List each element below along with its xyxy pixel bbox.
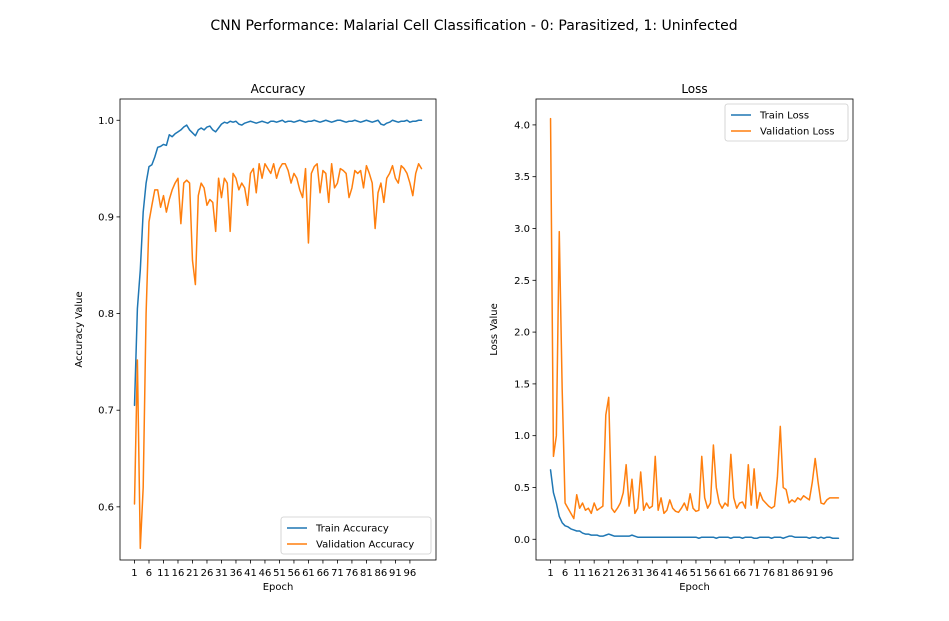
loss-legend-label-validation: Validation Loss (760, 127, 835, 138)
loss-x-tick-label: 31 (631, 568, 644, 579)
accuracy-x-tick-label: 56 (288, 568, 301, 579)
accuracy-x-tick-label: 76 (346, 568, 359, 579)
loss-x-tick-label: 96 (820, 568, 833, 579)
loss-legend-box (724, 103, 849, 142)
accuracy-x-axis-label: Epoch (263, 582, 294, 593)
loss-legend: Train Loss Validation Loss (724, 103, 849, 142)
accuracy-plot-frame (119, 98, 437, 561)
accuracy-x-tick-label: 91 (389, 568, 402, 579)
loss-y-tick-label: 0.0 (514, 535, 530, 546)
accuracy-y-tick-label: 0.7 (98, 406, 114, 417)
accuracy-series-line-train (133, 119, 423, 407)
accuracy-x-tick-label: 81 (360, 568, 373, 579)
loss-y-tick-label: 3.0 (514, 224, 530, 235)
accuracy-y-tick-label: 0.9 (98, 212, 114, 223)
loss-x-tick-label: 51 (690, 568, 703, 579)
accuracy-y-axis-label: Accuracy Value (74, 291, 85, 367)
loss-x-tick-label: 6 (562, 568, 568, 579)
accuracy-x-tick-label: 21 (186, 568, 199, 579)
loss-x-tick-label: 46 (675, 568, 688, 579)
loss-series-line-validation (549, 117, 840, 520)
loss-y-tick-label: 1.0 (514, 431, 530, 442)
accuracy-x-tick-label: 46 (259, 568, 272, 579)
accuracy-x-tick-label: 31 (215, 568, 228, 579)
accuracy-y-tick-label: 0.6 (98, 502, 114, 513)
loss-x-tick-label: 81 (777, 568, 790, 579)
loss-x-tick-label: 66 (733, 568, 746, 579)
accuracy-x-tick-label: 86 (375, 568, 388, 579)
loss-y-tick-label: 1.5 (514, 379, 530, 390)
loss-x-tick-label: 11 (573, 568, 586, 579)
accuracy-chart-title: Accuracy (251, 82, 306, 96)
loss-x-tick-label: 76 (762, 568, 775, 579)
loss-y-tick-label: 2.0 (514, 328, 530, 339)
accuracy-x-tick-label: 36 (230, 568, 243, 579)
accuracy-y-tick-label: 0.8 (98, 309, 114, 320)
accuracy-x-tick-label: 6 (146, 568, 152, 579)
accuracy-x-tick-label: 41 (244, 568, 257, 579)
loss-x-tick-label: 91 (806, 568, 819, 579)
accuracy-legend-label-validation: Validation Accuracy (316, 540, 414, 551)
accuracy-x-tick-label: 11 (157, 568, 170, 579)
accuracy-x-tick-label: 51 (273, 568, 286, 579)
loss-y-tick-label: 0.5 (514, 483, 530, 494)
loss-y-tick-label: 2.5 (514, 276, 530, 287)
accuracy-x-tick-label: 66 (317, 568, 330, 579)
accuracy-legend-label-train: Train Accuracy (315, 524, 389, 535)
figure-suptitle: CNN Performance: Malarial Cell Classific… (210, 18, 737, 34)
loss-x-tick-label: 1 (547, 568, 553, 579)
loss-legend-label-train: Train Loss (759, 111, 809, 122)
loss-x-tick-label: 61 (719, 568, 732, 579)
accuracy-y-tick-label: 1.0 (98, 116, 114, 127)
loss-x-tick-label: 41 (661, 568, 674, 579)
loss-x-tick-label: 16 (588, 568, 601, 579)
loss-x-tick-label: 26 (617, 568, 630, 579)
loss-y-tick-label: 3.5 (514, 172, 530, 183)
loss-x-tick-label: 21 (602, 568, 615, 579)
loss-x-axis-label: Epoch (679, 582, 710, 593)
accuracy-x-tick-label: 26 (201, 568, 214, 579)
loss-y-tick-label: 4.0 (514, 120, 530, 131)
loss-x-tick-label: 71 (748, 568, 761, 579)
loss-chart-title: Loss (681, 82, 707, 96)
loss-x-tick-label: 56 (704, 568, 717, 579)
loss-x-tick-label: 86 (791, 568, 804, 579)
accuracy-x-tick-label: 61 (302, 568, 315, 579)
accuracy-x-tick-label: 16 (172, 568, 185, 579)
accuracy-legend: Train Accuracy Validation Accuracy (280, 516, 432, 555)
loss-plot-frame (535, 98, 854, 561)
loss-series-line-train (549, 469, 840, 539)
loss-x-tick-label: 36 (646, 568, 659, 579)
accuracy-x-tick-label: 96 (404, 568, 417, 579)
accuracy-legend-box (280, 516, 432, 555)
accuracy-series-line-validation (133, 163, 423, 550)
accuracy-x-tick-label: 71 (331, 568, 344, 579)
loss-y-axis-label: Loss Value (489, 303, 500, 356)
accuracy-x-tick-label: 1 (131, 568, 137, 579)
